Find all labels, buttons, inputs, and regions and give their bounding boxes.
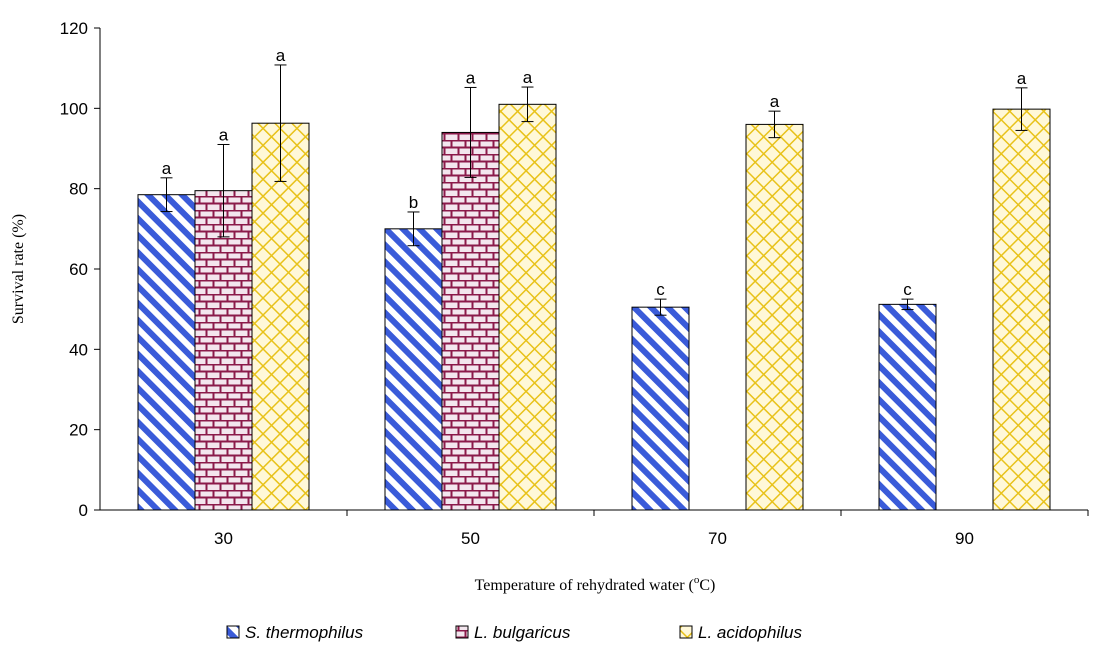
y-tick-label: 60 bbox=[69, 260, 88, 279]
bar bbox=[745, 123, 804, 511]
y-tick-label: 40 bbox=[69, 340, 88, 359]
legend-label: L. bulgaricus bbox=[474, 623, 571, 642]
legend-label: L. acidophilus bbox=[698, 623, 802, 642]
x-axis-title: Temperature of rehydrated water (oC) bbox=[475, 574, 716, 594]
x-tick-label: 30 bbox=[214, 529, 233, 548]
bar bbox=[992, 108, 1051, 511]
bar bbox=[878, 303, 937, 511]
bar bbox=[631, 306, 690, 511]
bar bbox=[137, 194, 196, 511]
significance-letter: a bbox=[466, 68, 476, 87]
legend-label: S. thermophilus bbox=[245, 623, 364, 642]
bar bbox=[251, 122, 310, 511]
significance-letter: a bbox=[770, 92, 780, 111]
y-tick-label: 80 bbox=[69, 180, 88, 199]
legend-swatch bbox=[226, 625, 240, 639]
y-axis-title: Survival rate (%) bbox=[10, 214, 27, 324]
y-tick-label: 100 bbox=[60, 99, 88, 118]
y-tick-label: 20 bbox=[69, 421, 88, 440]
significance-letter: a bbox=[523, 68, 533, 87]
y-tick-labels: 0 20 40 60 80 100 120 bbox=[60, 19, 100, 520]
x-tick-label: 90 bbox=[955, 529, 974, 548]
significance-letter: c bbox=[903, 280, 912, 299]
significance-letter: a bbox=[219, 125, 229, 144]
bar bbox=[441, 131, 500, 511]
legend-swatch bbox=[679, 625, 693, 639]
x-tick-label: 70 bbox=[708, 529, 727, 548]
significance-letter: a bbox=[162, 159, 172, 178]
significance-letters: a a a b a a c a c a bbox=[162, 46, 1027, 299]
bar-marks bbox=[137, 103, 1051, 511]
significance-letter: b bbox=[409, 193, 418, 212]
significance-letter: a bbox=[276, 46, 286, 65]
legend: S. thermophilus L. bulgaricus L. acidophil… bbox=[226, 623, 802, 642]
bar bbox=[194, 190, 253, 511]
x-tick-labels: 30 50 70 90 bbox=[214, 510, 1089, 548]
y-tick-label: 0 bbox=[79, 501, 88, 520]
error-bars bbox=[160, 64, 1028, 316]
significance-letter: c bbox=[656, 280, 665, 299]
y-tick-label: 120 bbox=[60, 19, 88, 38]
x-tick-label: 50 bbox=[461, 529, 480, 548]
significance-letter: a bbox=[1017, 69, 1027, 88]
legend-swatch bbox=[455, 625, 469, 639]
bar bbox=[384, 228, 443, 511]
bar bbox=[498, 103, 557, 511]
